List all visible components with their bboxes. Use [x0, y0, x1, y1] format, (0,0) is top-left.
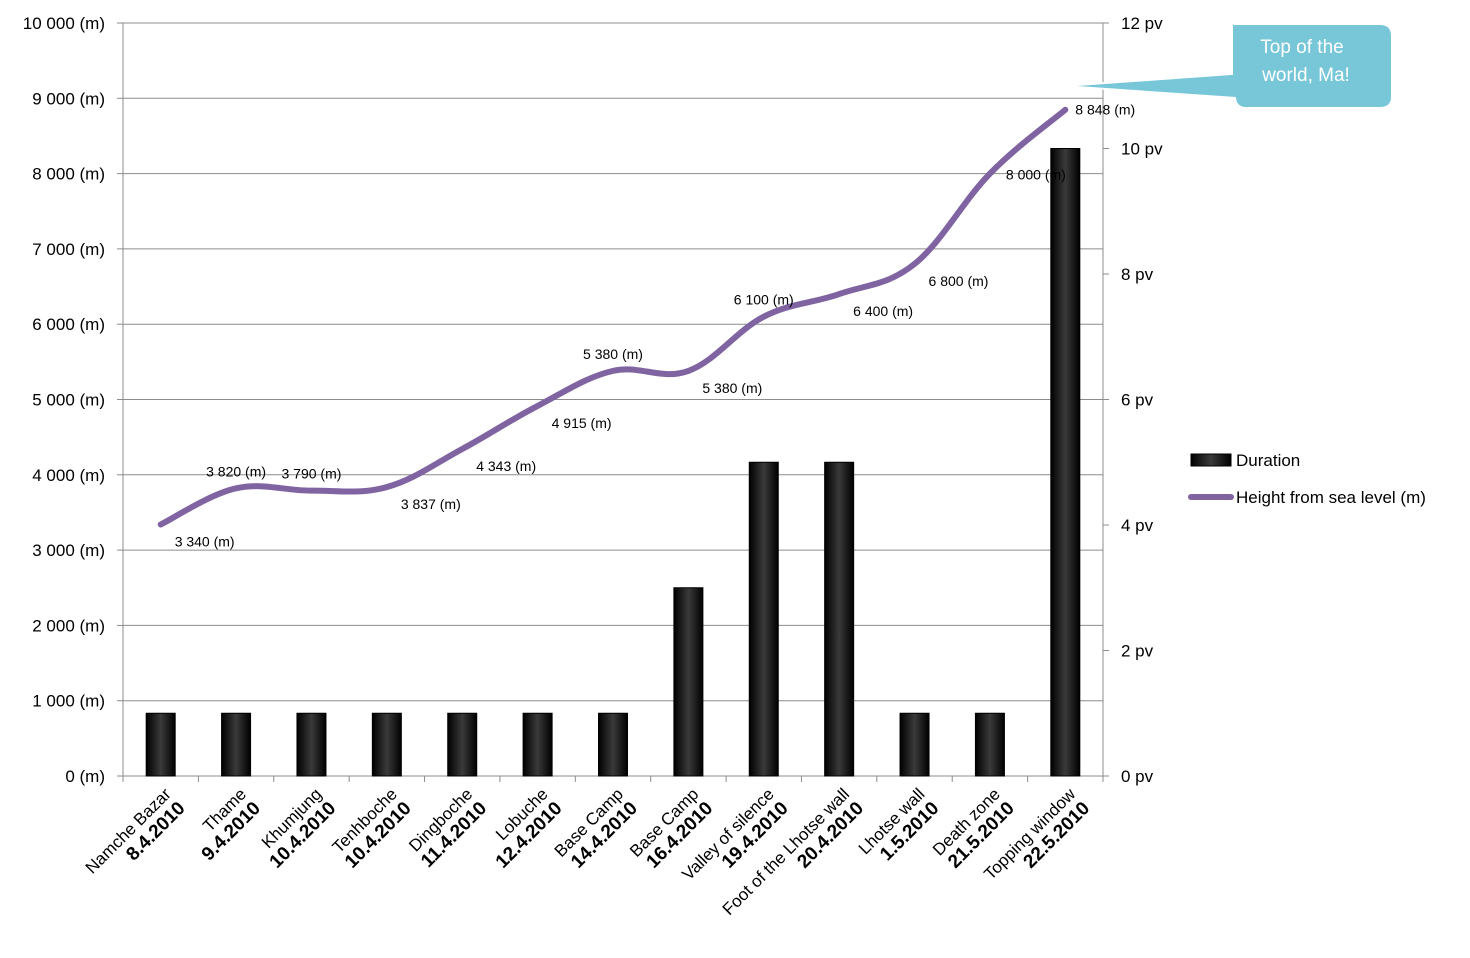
height-data-label: 8 848 (m) — [1075, 102, 1135, 118]
left-tick-label: 1 000 (m) — [32, 692, 105, 711]
left-tick-label: 3 000 (m) — [32, 541, 105, 560]
bar-duration — [824, 461, 855, 777]
left-tick-label: 6 000 (m) — [32, 315, 105, 334]
right-tick-label: 6 pv — [1121, 391, 1154, 410]
right-tick-label: 2 pv — [1121, 642, 1154, 661]
height-data-label: 6 800 (m) — [929, 273, 989, 289]
callout-text-line-1: Top of the — [1260, 37, 1343, 58]
bar-duration — [296, 712, 327, 777]
height-data-label: 4 343 (m) — [476, 458, 536, 474]
legend-label-duration: Duration — [1236, 451, 1300, 470]
left-tick-label: 0 (m) — [65, 767, 105, 786]
bar-duration — [974, 712, 1005, 777]
height-data-label: 5 380 (m) — [583, 346, 643, 362]
height-data-label: 8 000 (m) — [1006, 167, 1066, 183]
bar-duration — [522, 712, 553, 777]
callout-bubble — [1062, 23, 1393, 109]
height-data-label: 6 400 (m) — [853, 303, 913, 319]
height-line — [157, 106, 1069, 528]
legend-label-height: Height from sea level (m) — [1236, 488, 1426, 507]
left-axis-ticks: 0 (m) 1 000 (m) 2 000 (m) 3 000 (m) 4 000 (m… — [23, 14, 105, 786]
bar-duration — [1050, 148, 1081, 777]
height-data-label: 4 915 (m) — [552, 415, 612, 431]
bar-duration — [748, 461, 779, 777]
bar-duration — [221, 712, 252, 777]
height-data-label: 3 837 (m) — [401, 496, 461, 512]
bar-duration — [447, 712, 478, 777]
right-tick-label: 10 pv — [1121, 140, 1163, 159]
height-data-label: 3 790 (m) — [282, 466, 342, 482]
height-line-path — [157, 106, 1069, 528]
bar-duration — [598, 712, 628, 777]
height-data-label: 5 380 (m) — [702, 380, 762, 396]
legend: Duration Height from sea level (m) — [1188, 451, 1426, 507]
height-data-labels: 3 340 (m) 3 820 (m) 3 790 (m) 3 837 (m) 4 34… — [175, 102, 1136, 550]
left-tick-label: 8 000 (m) — [32, 165, 105, 184]
bar-duration — [899, 712, 930, 777]
bar-duration — [145, 712, 176, 777]
left-tick-label: 4 000 (m) — [32, 466, 105, 485]
height-data-label: 3 340 (m) — [175, 533, 235, 549]
bar-duration — [673, 587, 704, 777]
axes — [117, 22, 1109, 782]
left-tick-label: 7 000 (m) — [32, 240, 105, 259]
right-tick-label: 8 pv — [1121, 265, 1154, 284]
bar-duration — [371, 712, 402, 777]
duration-bars — [145, 148, 1081, 777]
right-tick-label: 12 pv — [1121, 14, 1163, 33]
height-data-label: 3 820 (m) — [206, 463, 266, 479]
height-data-label: 6 100 (m) — [734, 292, 794, 308]
left-tick-label: 10 000 (m) — [23, 14, 105, 33]
legend-swatch-duration — [1190, 453, 1232, 467]
right-axis-ticks: 0 pv 2 pv 4 pv 6 pv 8 pv 10 pv 12 pv — [1121, 14, 1163, 786]
right-tick-label: 4 pv — [1121, 516, 1154, 535]
annotation-callout: Top of the world, Ma! — [1062, 23, 1393, 109]
left-tick-label: 2 000 (m) — [32, 616, 105, 635]
left-tick-label: 9 000 (m) — [32, 89, 105, 108]
gridlines — [123, 22, 1103, 702]
callout-text-line-2: world, Ma! — [1261, 65, 1350, 86]
right-tick-label: 0 pv — [1121, 767, 1154, 786]
left-tick-label: 5 000 (m) — [32, 391, 105, 410]
